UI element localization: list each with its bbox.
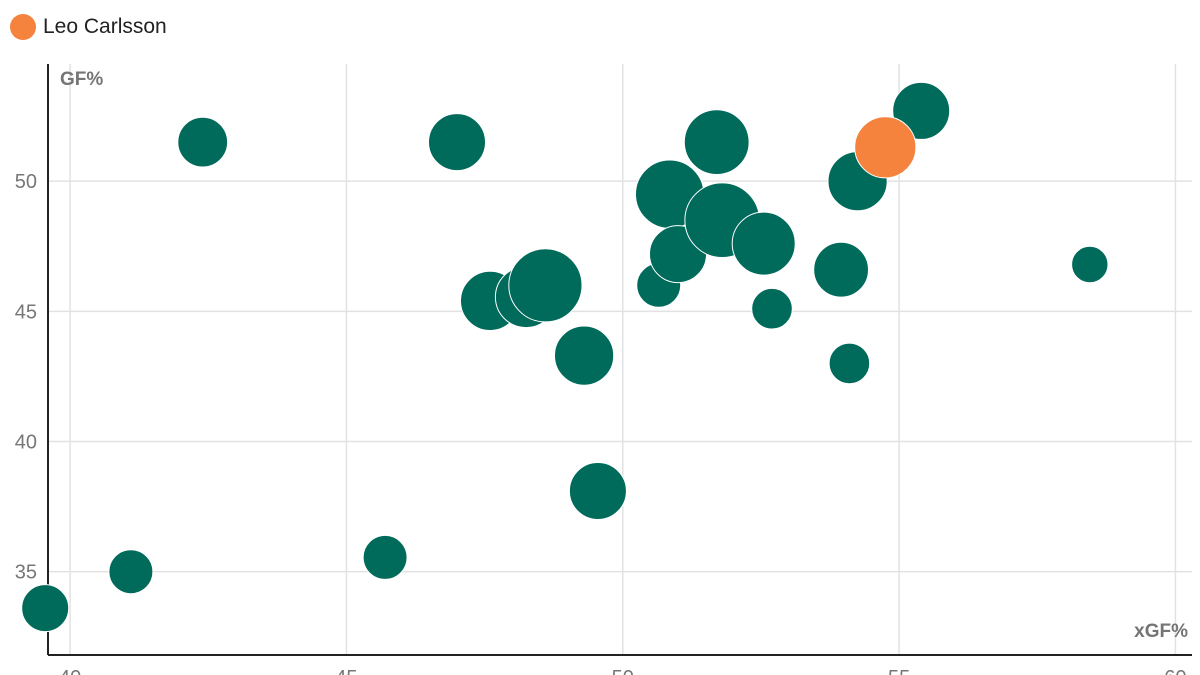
data-point <box>177 116 229 168</box>
x-tick-label: 45 <box>335 667 357 675</box>
axes <box>47 64 1192 656</box>
chart-legend: Leo Carlsson <box>10 13 167 41</box>
data-point <box>21 584 70 633</box>
y-tick-label: 45 <box>15 301 37 323</box>
x-axis-title: xGF% <box>1134 621 1188 642</box>
data-point <box>508 248 583 323</box>
grid-lines <box>48 64 1192 655</box>
legend-swatch-leo-carlsson <box>10 14 36 40</box>
x-tick-label: 40 <box>59 667 81 675</box>
data-point-leo-carlsson <box>854 116 917 179</box>
data-points <box>21 81 1109 633</box>
data-point <box>428 113 486 172</box>
data-point <box>568 462 627 520</box>
data-point <box>813 241 869 298</box>
y-tick-label: 40 <box>15 432 37 454</box>
tick-labels: 40 45 50 55 60 35 40 45 50 <box>15 171 1187 675</box>
y-tick-label: 50 <box>15 171 37 193</box>
data-point <box>828 342 871 385</box>
data-point <box>108 549 154 595</box>
data-point <box>362 534 408 580</box>
data-point <box>554 325 615 386</box>
data-point <box>731 211 796 276</box>
x-tick-label: 55 <box>888 667 910 675</box>
data-point <box>683 109 750 176</box>
x-tick-label: 60 <box>1164 667 1186 675</box>
data-point <box>1071 245 1109 284</box>
y-axis-title: GF% <box>60 69 103 90</box>
legend-label-leo-carlsson: Leo Carlsson <box>43 15 167 38</box>
data-point <box>751 287 793 330</box>
y-tick-label: 35 <box>15 562 37 584</box>
x-tick-label: 50 <box>612 667 634 675</box>
